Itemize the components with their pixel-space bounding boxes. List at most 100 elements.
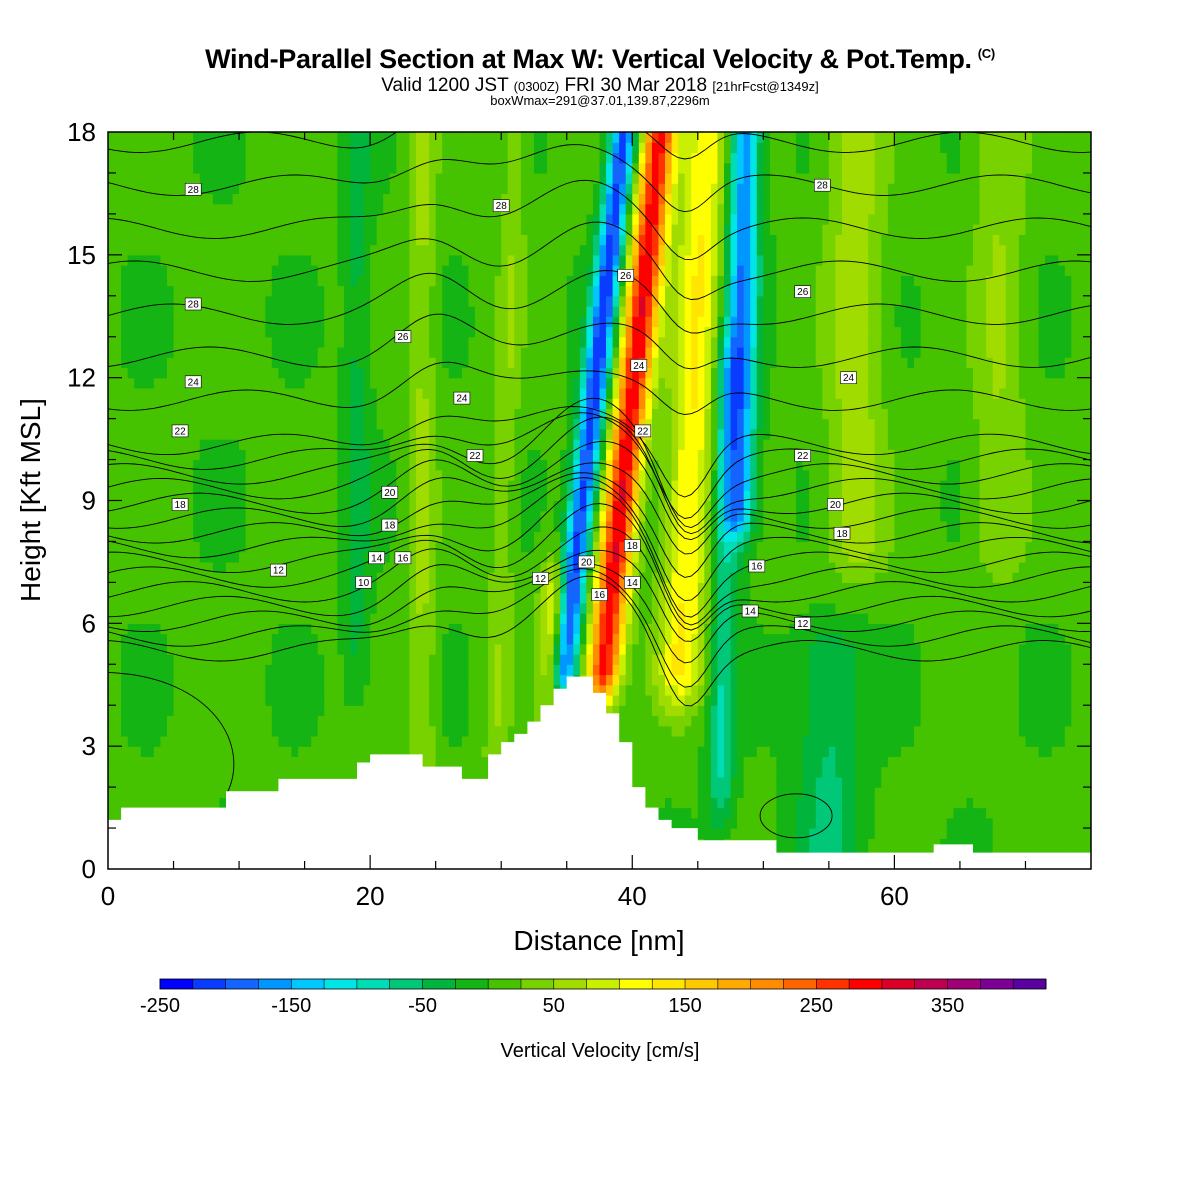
velocity-cell <box>547 459 555 471</box>
velocity-cell <box>448 336 456 348</box>
velocity-cell <box>324 306 332 317</box>
velocity-cell <box>507 357 515 369</box>
velocity-cell <box>520 541 529 553</box>
velocity-cell <box>357 480 365 491</box>
velocity-cell <box>166 162 175 174</box>
velocity-cell <box>507 490 515 502</box>
velocity-cell <box>350 459 358 471</box>
velocity-cell <box>448 654 456 665</box>
velocity-cell <box>232 623 240 635</box>
velocity-cell <box>455 285 463 297</box>
velocity-cell <box>186 633 194 645</box>
velocity-cell <box>507 398 515 409</box>
velocity-cell <box>370 705 378 717</box>
velocity-cell <box>199 500 207 512</box>
velocity-cell <box>409 449 417 461</box>
velocity-cell <box>422 582 430 594</box>
velocity-cell <box>389 480 397 491</box>
velocity-cell <box>474 674 483 686</box>
velocity-cell <box>429 541 437 553</box>
velocity-cell <box>468 265 476 276</box>
velocity-cell <box>350 725 358 737</box>
velocity-cell <box>291 551 299 563</box>
velocity-cell <box>199 316 207 328</box>
velocity-cell <box>455 367 463 379</box>
velocity-cell <box>553 490 561 502</box>
velocity-cell <box>343 398 352 409</box>
velocity-cell <box>337 715 345 727</box>
velocity-cell <box>258 326 266 338</box>
velocity-cell <box>396 275 404 287</box>
velocity-cell <box>225 234 234 246</box>
velocity-cell <box>468 439 476 450</box>
velocity-cell <box>160 418 168 430</box>
velocity-cell <box>553 193 561 205</box>
velocity-cell <box>514 387 522 399</box>
velocity-cell <box>422 357 430 369</box>
velocity-cell <box>429 285 437 297</box>
velocity-cell <box>271 510 279 522</box>
velocity-cell <box>553 285 561 297</box>
velocity-cell <box>225 295 234 307</box>
velocity-cell <box>173 439 181 450</box>
velocity-cell <box>232 316 240 328</box>
velocity-cell <box>311 418 319 430</box>
velocity-cell <box>468 664 476 676</box>
velocity-cell <box>160 275 168 287</box>
velocity-cell <box>284 469 293 481</box>
velocity-cell <box>108 132 116 143</box>
velocity-cell <box>134 152 142 164</box>
velocity-cell <box>153 336 162 348</box>
velocity-cell <box>337 183 345 195</box>
velocity-cell <box>225 674 234 686</box>
velocity-cell <box>317 408 325 420</box>
velocity-cell <box>357 623 365 635</box>
velocity-cell <box>232 357 240 369</box>
velocity-cell <box>245 531 253 543</box>
velocity-cell <box>533 592 542 604</box>
velocity-cell <box>108 654 116 665</box>
velocity-cell <box>409 306 417 317</box>
velocity-cell <box>337 592 345 604</box>
velocity-cell <box>540 265 548 276</box>
velocity-cell <box>284 346 293 358</box>
velocity-cell <box>507 459 515 471</box>
velocity-cell <box>533 275 542 287</box>
velocity-cell <box>212 367 220 379</box>
velocity-cell <box>396 387 404 399</box>
velocity-cell <box>166 654 175 665</box>
velocity-cell <box>317 480 325 491</box>
velocity-cell <box>206 285 214 297</box>
velocity-cell <box>520 203 529 215</box>
velocity-cell <box>147 295 155 307</box>
velocity-cell <box>311 735 319 747</box>
velocity-cell <box>317 459 325 471</box>
velocity-cell <box>402 561 411 573</box>
velocity-cell <box>153 664 162 676</box>
velocity-cell <box>239 643 247 655</box>
velocity-cell <box>540 449 548 461</box>
velocity-cell <box>140 490 148 502</box>
velocity-cell <box>324 684 332 696</box>
velocity-cell <box>455 756 463 768</box>
velocity-cell <box>278 766 286 778</box>
velocity-cell <box>232 224 240 235</box>
velocity-cell <box>278 203 286 215</box>
velocity-cell <box>416 244 424 256</box>
velocity-cell <box>389 387 397 399</box>
velocity-cell <box>448 254 456 266</box>
velocity-cell <box>108 459 116 471</box>
velocity-cell <box>409 326 417 338</box>
velocity-cell <box>343 254 352 266</box>
velocity-cell <box>311 715 319 727</box>
velocity-cell <box>219 643 227 655</box>
velocity-cell <box>507 408 515 420</box>
velocity-cell <box>396 234 404 246</box>
velocity-cell <box>193 684 201 696</box>
velocity-cell <box>317 725 325 737</box>
velocity-cell <box>160 643 168 655</box>
velocity-cell <box>298 387 306 399</box>
velocity-cell <box>252 592 260 604</box>
velocity-cell <box>337 162 345 174</box>
velocity-cell <box>140 654 148 665</box>
